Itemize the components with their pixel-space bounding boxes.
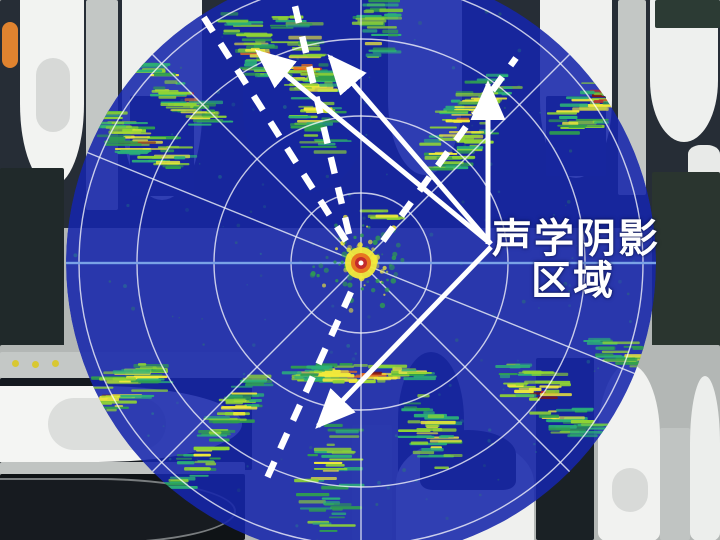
boat <box>690 376 720 540</box>
cleat-dot <box>12 360 19 367</box>
sonar-center-target <box>309 214 405 313</box>
acoustic-shadow-label: 声学阴影 区域 <box>492 217 660 303</box>
boat-detail <box>612 468 648 512</box>
acoustic-shadow-label-line2: 区域 <box>531 259 615 303</box>
boat-detail <box>36 58 70 132</box>
sonar-disc <box>66 0 656 540</box>
kayak <box>2 22 18 68</box>
annotation-arrows <box>254 49 506 429</box>
canopy <box>655 0 720 28</box>
acoustic-shadow-label-line1: 声学阴影 <box>492 217 660 261</box>
water-left <box>0 168 64 360</box>
cleat-dot <box>32 361 39 368</box>
dock-pier <box>660 428 690 540</box>
cleat-dot <box>52 360 59 367</box>
